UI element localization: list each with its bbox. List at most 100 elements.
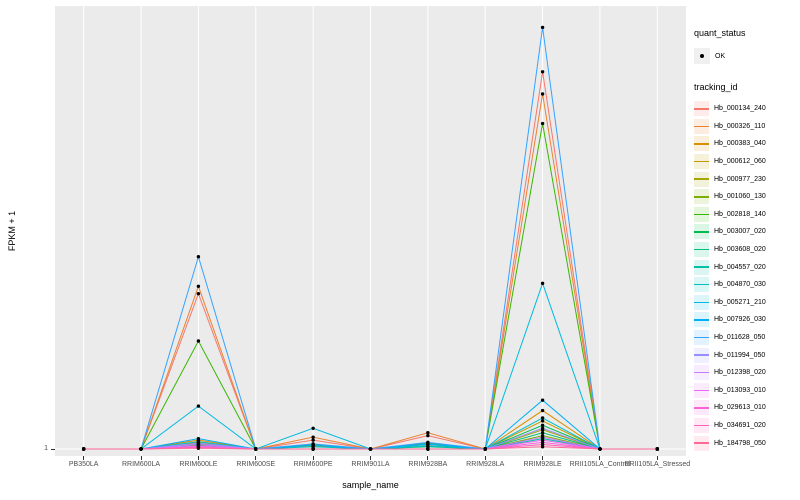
legend-key-line-icon [694, 125, 709, 128]
data-point [540, 416, 545, 420]
data-point [540, 445, 545, 449]
legend-item-ok: OK [694, 46, 798, 66]
data-point [196, 291, 201, 296]
legend-key [694, 206, 709, 222]
legend-item: Hb_005271_210 [694, 294, 798, 312]
legend-key-line-icon [694, 266, 709, 268]
x-tick-label: RRIM600PE [293, 461, 333, 468]
legend-item-label: Hb_011628_050 [714, 334, 766, 342]
x-tick-mark [542, 456, 544, 460]
x-tick-mark [370, 456, 371, 460]
legend-key [694, 171, 709, 187]
legend-key [694, 435, 709, 451]
x-tick-label: PB350LA [68, 461, 99, 468]
legend-item: Hb_011994_050 [694, 346, 798, 364]
legend-key-line-icon [694, 389, 709, 392]
legend-item: Hb_000326_110 [694, 118, 798, 136]
legend-item: Hb_004870_030 [694, 276, 798, 294]
legend-key-line-icon [694, 213, 709, 216]
legend-key-line-icon [694, 143, 709, 145]
plot-panel [55, 6, 686, 456]
legend-item: Hb_011628_050 [694, 329, 798, 347]
data-point [139, 447, 143, 451]
data-point [196, 436, 201, 441]
data-point [311, 435, 315, 439]
data-point [311, 426, 315, 430]
legend-key [694, 242, 709, 258]
legend-item-label: Hb_004557_020 [714, 263, 766, 271]
legend-item-label: Hb_007926_030 [714, 316, 766, 324]
data-point [540, 419, 545, 423]
legend-item: Hb_000134_240 [694, 100, 798, 118]
data-point [311, 442, 315, 446]
point-icon [700, 54, 704, 58]
legend-key-line-icon [694, 319, 709, 321]
x-tick-mark [255, 456, 257, 460]
legend-key-line-icon [694, 178, 709, 180]
legend-item: Hb_184798_050 [694, 434, 798, 452]
data-point [81, 447, 86, 451]
data-point [540, 70, 545, 74]
data-point [540, 435, 545, 439]
legend-item: Hb_012398_020 [694, 364, 798, 382]
data-point [483, 447, 487, 451]
legend-key [694, 118, 709, 134]
x-tick-label: RRIM928LE [523, 461, 562, 468]
legend-key-line-icon [694, 336, 709, 339]
y-axis-title: FPKM + 1 [7, 210, 17, 252]
legend-key-line-icon [694, 424, 709, 427]
legend-key [694, 154, 709, 170]
x-tick-label: RRIM600SE [236, 461, 276, 468]
data-point [540, 25, 545, 30]
data-point [196, 284, 201, 288]
legend-key [694, 417, 709, 433]
data-point [426, 447, 430, 451]
legend-item-label: Hb_005271_210 [714, 298, 766, 306]
data-point [254, 447, 258, 451]
legend-item: Hb_029613_010 [694, 399, 798, 417]
legend-item: Hb_003608_020 [694, 241, 798, 259]
legend-title-quant-status: quant_status [694, 28, 746, 38]
legend-item: Hb_001060_130 [694, 188, 798, 206]
x-tick-mark [83, 456, 85, 460]
legend-key [694, 365, 709, 381]
x-tick-label: RRIM600LE [179, 461, 218, 468]
x-tick-mark [140, 456, 142, 460]
legend-key-line-icon [694, 301, 709, 304]
legend-item-label: Hb_013093_010 [714, 386, 766, 394]
data-point [540, 423, 545, 428]
legend-key [694, 189, 709, 205]
data-point [598, 447, 602, 451]
legend-key-line-icon [694, 231, 709, 233]
x-tick-mark [312, 456, 314, 460]
legend-item: Hb_000383_040 [694, 135, 798, 153]
data-point [540, 426, 545, 430]
x-tick-label: RRIM928BA [408, 461, 448, 468]
legend-key [694, 136, 709, 152]
data-point [196, 339, 201, 343]
legend-key-line-icon [694, 248, 709, 251]
data-point [540, 121, 545, 126]
x-tick-label: RRII105LA_Stressed [624, 461, 691, 468]
x-tick-label: RRIM901LA [351, 461, 390, 468]
x-tick-mark [599, 456, 601, 460]
legend-key-line-icon [694, 283, 709, 286]
legend-title-tracking-id: tracking_id [694, 82, 738, 92]
legend-key-line-icon [694, 371, 709, 374]
legend-item: Hb_003007_020 [694, 223, 798, 241]
legend-key [694, 330, 709, 346]
legend-item-label: Hb_002818_140 [714, 210, 766, 218]
legend-key [694, 382, 709, 398]
legend-item-label: Hb_011994_050 [714, 351, 766, 359]
x-tick-mark [656, 456, 658, 460]
legend-item-label: OK [715, 52, 726, 60]
data-point [655, 447, 660, 451]
x-tick-mark [484, 456, 486, 460]
legend: quant_status OK tracking_id Hb_000134_24… [692, 0, 798, 452]
data-point [196, 404, 201, 408]
data-point [368, 447, 373, 451]
legend-item-label: Hb_012398_020 [714, 369, 766, 377]
plot-canvas [55, 6, 686, 456]
legend-key-line-icon [694, 160, 709, 163]
